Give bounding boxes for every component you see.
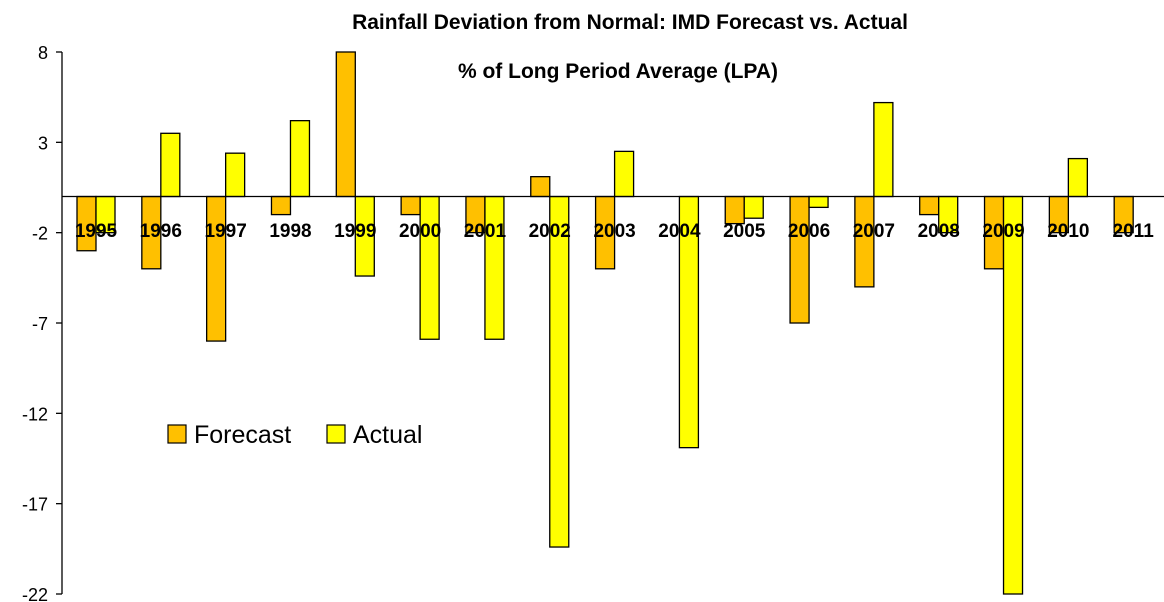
x-tick-label: 2002 xyxy=(529,221,571,242)
chart-title: Rainfall Deviation from Normal: IMD Fore… xyxy=(352,11,908,34)
bar-actual-2001 xyxy=(484,195,505,340)
bar-actual-2005 xyxy=(743,195,764,219)
legend-actual-swatch xyxy=(326,424,346,444)
x-tick-label: 2007 xyxy=(853,221,895,242)
x-tick-label: 2003 xyxy=(593,221,635,242)
y-tick-label: -2 xyxy=(32,224,48,244)
x-tick-label: 2005 xyxy=(723,221,766,242)
bar-actual-1997 xyxy=(224,152,246,198)
chart-subtitle: % of Long Period Average (LPA) xyxy=(458,60,778,83)
x-tick-label: 2006 xyxy=(788,221,830,242)
x-tick-label: 1995 xyxy=(75,221,118,242)
y-tick-label: -7 xyxy=(32,314,48,334)
bar-actual-2007 xyxy=(873,101,894,198)
bar-actual-2009 xyxy=(1002,195,1024,595)
y-axis-ticks: 8 3 -2 -7 -12 -17 -22 xyxy=(22,43,62,602)
x-tick-label: 1996 xyxy=(140,221,182,242)
bar-actual-2010 xyxy=(1067,157,1089,198)
x-tick-label: 2000 xyxy=(399,221,441,242)
y-tick-label: -22 xyxy=(22,585,48,602)
x-tick-label: 2009 xyxy=(982,221,1024,242)
bar-forecast-1999 xyxy=(335,51,356,198)
y-tick-label: -12 xyxy=(22,404,48,424)
x-tick-label: 1998 xyxy=(269,221,311,242)
legend-actual-label: Actual xyxy=(353,421,422,449)
bar-actual-2002 xyxy=(549,195,570,548)
x-tick-label: 2008 xyxy=(918,221,960,242)
bar-actual-2003 xyxy=(613,150,635,198)
bar-forecast-2000 xyxy=(400,195,421,216)
bar-forecast-2002 xyxy=(530,176,551,198)
bar-actual-2006 xyxy=(808,195,829,209)
x-axis-ticks: 1995 1996 1997 1998 1999 2000 2001 2002 2003 2004… xyxy=(75,221,1154,242)
bar-forecast-2008 xyxy=(919,195,940,216)
x-tick-label: 1999 xyxy=(334,221,376,242)
bar-forecast-2005 xyxy=(724,195,745,225)
bar-actual-1998 xyxy=(289,120,311,198)
bar-forecast-1997 xyxy=(205,195,227,342)
bar-actual-1996 xyxy=(160,132,181,198)
bar-forecast-2006 xyxy=(789,195,810,324)
x-tick-label: 2011 xyxy=(1113,221,1155,242)
x-tick-label: 2004 xyxy=(658,221,701,242)
y-tick-label: 3 xyxy=(38,133,48,153)
y-tick-label: 8 xyxy=(38,43,48,63)
bars-layer xyxy=(76,51,1134,595)
x-tick-label: 2010 xyxy=(1047,221,1089,242)
legend-forecast-swatch xyxy=(167,424,187,444)
legend: Forecast Actual xyxy=(167,421,422,449)
bar-forecast-1998 xyxy=(270,195,292,216)
x-tick-label: 2001 xyxy=(464,221,507,242)
x-tick-label: 1997 xyxy=(205,221,247,242)
y-tick-label: -17 xyxy=(22,495,48,515)
legend-forecast-label: Forecast xyxy=(194,421,291,449)
bar-actual-2000 xyxy=(419,195,440,340)
